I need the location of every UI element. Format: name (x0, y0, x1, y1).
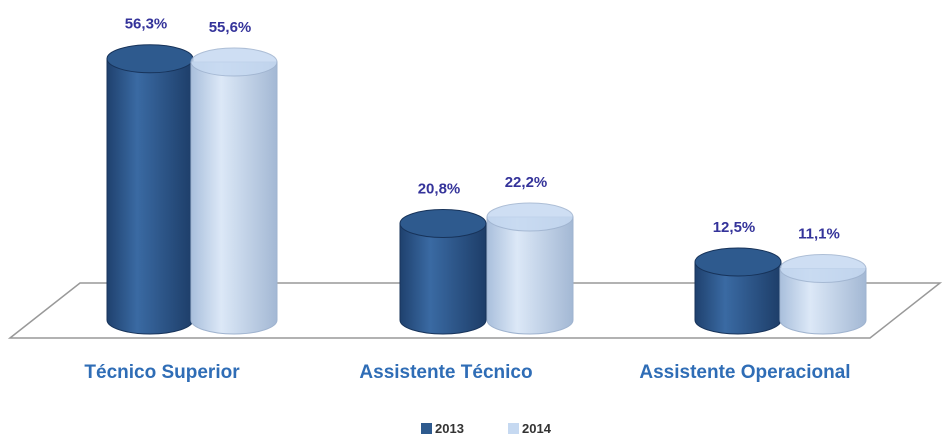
cylinder (399, 208, 487, 335)
value-label: 56,3% (125, 16, 168, 33)
cylinder (190, 47, 278, 335)
cylinder (694, 247, 782, 335)
value-label: 12,5% (713, 219, 756, 236)
cylinder-top (399, 208, 487, 238)
cylinder-top (106, 44, 194, 74)
cylinder-top (779, 253, 867, 283)
value-label: 22,2% (505, 174, 548, 191)
legend-swatch (508, 423, 519, 434)
legend-swatch (421, 423, 432, 434)
value-label: 55,6% (209, 19, 252, 36)
cylinder-body (486, 216, 574, 335)
cylinder (486, 202, 574, 335)
value-label: 11,1% (798, 225, 840, 242)
legend-label: 2013 (435, 421, 464, 436)
cylinder-body (190, 61, 278, 335)
x-tick-label: Técnico Superior (84, 362, 240, 383)
cylinder-top (486, 202, 574, 232)
value-label: 20,8% (418, 180, 461, 197)
legend-label: 2014 (522, 421, 552, 436)
x-tick-label: Assistente Operacional (639, 362, 850, 383)
cylinder-body (779, 267, 867, 335)
cylinder (106, 44, 194, 335)
cylinder-top (694, 247, 782, 277)
cylinder-top (190, 47, 278, 77)
cylinder-body (106, 58, 194, 335)
cylinder (779, 253, 867, 335)
cylinder-body (694, 261, 782, 335)
x-tick-label: Assistente Técnico (359, 362, 532, 383)
floor (7, 282, 943, 339)
cylinder-body (399, 222, 487, 335)
